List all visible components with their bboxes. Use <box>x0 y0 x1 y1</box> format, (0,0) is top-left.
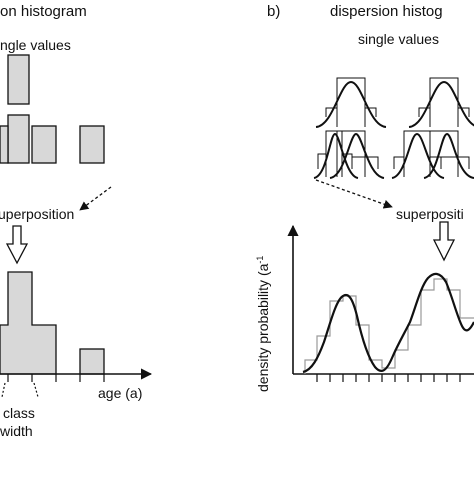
left-x-axis-label: age (a) <box>98 385 142 401</box>
single-value-bar <box>7 114 30 164</box>
superposed-histogram <box>0 271 57 375</box>
single-value-bar <box>7 54 30 105</box>
kernel <box>391 130 445 179</box>
single-value-bar <box>0 125 9 164</box>
class-width-markers <box>1 382 39 398</box>
kernel <box>408 77 474 128</box>
left-x-ticks <box>7 374 105 382</box>
panel-letter: b) <box>267 3 280 20</box>
kernel <box>423 130 474 179</box>
class-width-label-line1: class <box>3 405 35 421</box>
left-panel-subtitle: ngle values <box>0 37 71 53</box>
superposed-density-curve <box>302 272 474 374</box>
single-value-bar <box>31 125 57 164</box>
left-panel-title: on histogram <box>0 3 87 20</box>
kernel <box>313 130 359 179</box>
class-width-label-line2: width <box>0 423 33 439</box>
single-value-kernels <box>313 77 474 179</box>
superposed-step-outline <box>304 278 474 374</box>
left-superposition-label: uperposition <box>0 206 74 222</box>
right-dashed-arrow <box>315 179 393 209</box>
left-single-value-bars <box>0 54 105 164</box>
right-panel-subtitle: single values <box>358 31 439 47</box>
right-x-ticks <box>316 374 461 382</box>
right-panel-title: dispersion histog <box>330 3 443 20</box>
right-superposition-label: superpositi <box>396 206 464 222</box>
left-dashed-arrow <box>79 186 112 211</box>
right-y-axis-label: density probability (a-1 <box>255 256 271 392</box>
y-axis-label-group: density probability (a-1 <box>255 256 271 392</box>
single-value-bar <box>79 125 105 164</box>
right-hollow-down-arrow <box>432 221 456 262</box>
superposed-histogram-bar <box>79 348 105 375</box>
kernel <box>329 130 385 179</box>
left-hollow-down-arrow <box>5 225 29 265</box>
kernel <box>315 77 387 128</box>
